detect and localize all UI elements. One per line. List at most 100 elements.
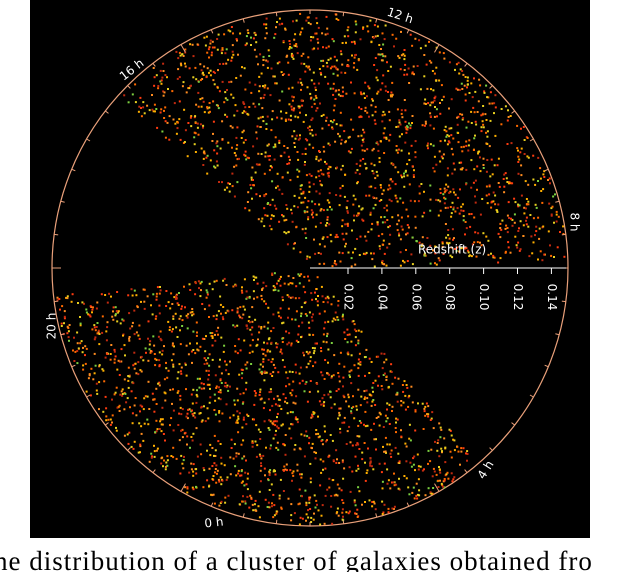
- galaxy: [302, 201, 305, 204]
- galaxy: [204, 44, 207, 47]
- galaxy: [158, 381, 161, 384]
- galaxy: [233, 165, 236, 168]
- galaxy: [286, 294, 289, 297]
- galaxy: [174, 312, 177, 315]
- galaxy: [244, 154, 247, 157]
- galaxy: [446, 174, 449, 177]
- galaxy: [380, 471, 383, 474]
- galaxy: [98, 365, 101, 368]
- galaxy: [526, 155, 529, 158]
- galaxy: [448, 141, 451, 144]
- galaxy: [490, 158, 493, 161]
- galaxy: [295, 19, 298, 22]
- galaxy: [341, 499, 344, 502]
- galaxy: [372, 207, 375, 210]
- galaxy: [369, 211, 372, 214]
- galaxy: [153, 103, 156, 106]
- galaxy: [308, 143, 311, 146]
- galaxy: [412, 457, 415, 460]
- galaxy: [525, 198, 528, 200]
- galaxy: [246, 201, 249, 203]
- galaxy: [105, 407, 108, 410]
- galaxy: [366, 111, 369, 114]
- galaxy: [384, 55, 387, 58]
- galaxy: [337, 300, 340, 302]
- galaxy: [292, 380, 295, 383]
- galaxy: [208, 364, 211, 367]
- galaxy: [497, 232, 500, 235]
- galaxy: [488, 145, 491, 148]
- galaxy: [308, 185, 311, 188]
- galaxy: [214, 374, 217, 377]
- galaxy: [188, 471, 191, 474]
- galaxy: [396, 229, 399, 232]
- galaxy: [421, 243, 424, 246]
- galaxy: [383, 252, 386, 255]
- galaxy: [306, 86, 309, 89]
- galaxy: [365, 194, 368, 197]
- galaxy: [337, 318, 340, 321]
- galaxy: [247, 113, 250, 116]
- galaxy: [189, 446, 191, 449]
- galaxy: [457, 115, 460, 118]
- galaxy: [441, 484, 444, 487]
- galaxy: [266, 350, 269, 353]
- galaxy: [282, 41, 285, 44]
- galaxy: [507, 201, 510, 204]
- galaxy: [451, 172, 454, 175]
- galaxy: [319, 222, 322, 224]
- galaxy: [439, 471, 442, 474]
- galaxy: [346, 65, 349, 67]
- galaxy: [205, 296, 208, 299]
- galaxy: [131, 321, 134, 324]
- galaxy: [552, 195, 555, 198]
- galaxy: [347, 405, 350, 408]
- galaxy: [283, 219, 286, 222]
- galaxy: [313, 47, 316, 50]
- galaxy: [85, 390, 88, 393]
- galaxy: [455, 63, 458, 66]
- galaxy: [199, 123, 202, 126]
- galaxy: [240, 481, 243, 484]
- galaxy: [463, 84, 466, 87]
- galaxy: [301, 27, 304, 30]
- galaxy: [318, 400, 321, 403]
- galaxy: [281, 337, 284, 340]
- galaxy: [368, 115, 370, 118]
- galaxy: [555, 213, 558, 216]
- galaxy: [171, 342, 174, 345]
- galaxy: [364, 396, 366, 399]
- galaxy: [439, 426, 442, 429]
- galaxy: [537, 156, 540, 159]
- galaxy: [276, 172, 279, 175]
- galaxy: [389, 65, 392, 68]
- galaxy: [291, 423, 294, 426]
- galaxy: [430, 61, 433, 64]
- galaxy: [335, 461, 338, 464]
- galaxy: [228, 190, 231, 193]
- galaxy: [449, 429, 452, 432]
- galaxy: [364, 479, 367, 482]
- galaxy: [424, 120, 427, 123]
- galaxy: [312, 183, 315, 186]
- galaxy: [406, 163, 409, 166]
- galaxy: [179, 329, 181, 332]
- galaxy: [385, 358, 388, 361]
- galaxy: [509, 251, 512, 254]
- galaxy: [322, 113, 325, 116]
- galaxy: [407, 486, 410, 489]
- galaxy: [395, 431, 397, 434]
- galaxy: [246, 327, 249, 330]
- galaxy: [403, 175, 406, 178]
- galaxy: [194, 115, 197, 118]
- galaxy: [293, 205, 296, 208]
- galaxy: [162, 94, 165, 97]
- galaxy: [331, 126, 334, 129]
- galaxy: [315, 429, 318, 431]
- galaxy: [323, 378, 326, 380]
- galaxy: [317, 436, 320, 439]
- galaxy: [310, 516, 313, 519]
- galaxy: [96, 392, 99, 395]
- galaxy: [247, 415, 250, 417]
- galaxy: [273, 158, 276, 161]
